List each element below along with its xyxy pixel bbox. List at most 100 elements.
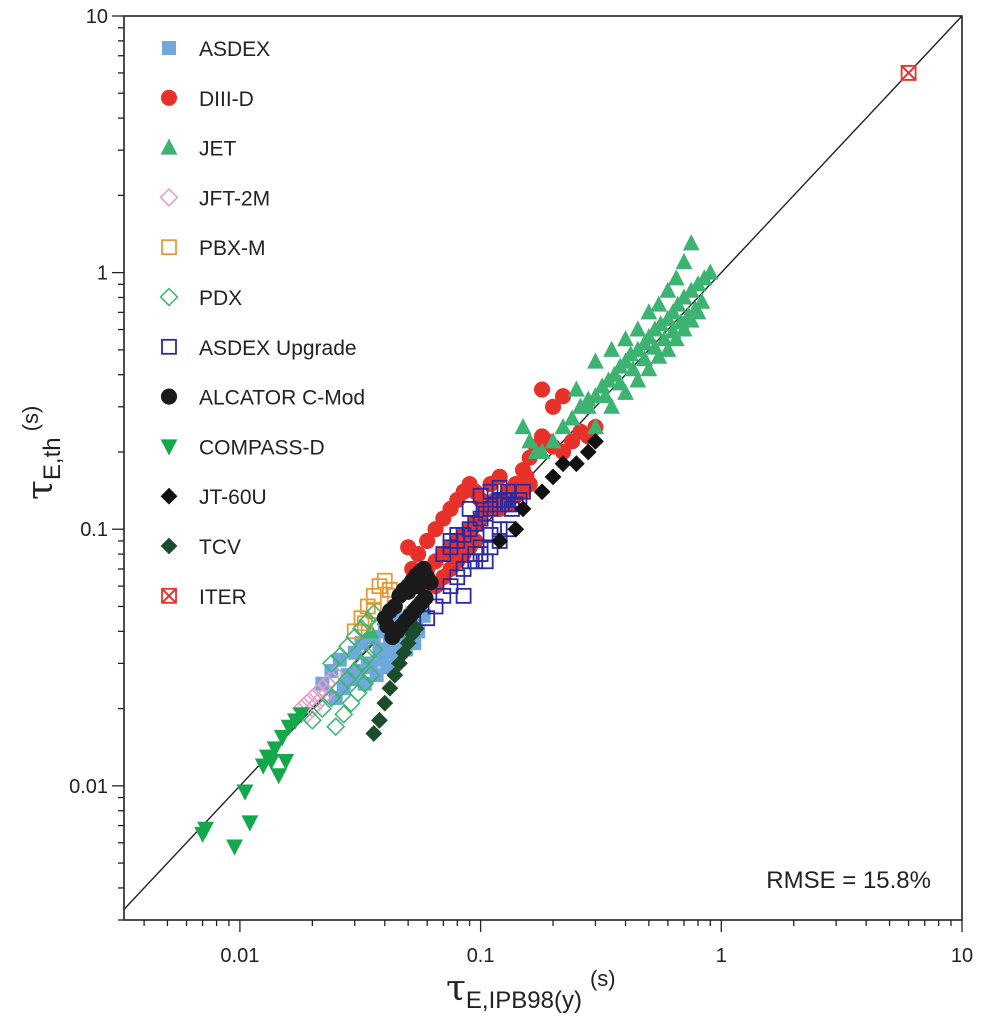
data-point xyxy=(675,252,693,269)
legend-marker xyxy=(159,187,179,207)
data-point xyxy=(514,500,532,518)
y-tick-label: 10 xyxy=(86,6,108,28)
x-tick-label: 1 xyxy=(716,945,727,967)
data-point xyxy=(491,479,508,496)
data-point xyxy=(544,432,562,449)
data-point xyxy=(226,839,243,856)
data-point xyxy=(487,496,504,513)
legend-marker xyxy=(159,287,179,307)
data-point xyxy=(659,281,677,298)
data-point xyxy=(361,665,381,685)
data-point xyxy=(312,688,332,708)
legend-marker xyxy=(160,537,178,555)
data-point xyxy=(236,784,254,801)
legend-marker xyxy=(160,439,178,456)
data-point xyxy=(507,520,525,538)
data-point xyxy=(563,409,581,426)
data-point xyxy=(302,699,322,719)
data-point xyxy=(567,455,585,473)
legend-label: DIII-D xyxy=(199,88,254,111)
x-axis-unit: (s) xyxy=(590,966,616,991)
data-point xyxy=(321,688,341,708)
legend-item: JET xyxy=(160,138,237,161)
data-point xyxy=(682,234,700,251)
data-point xyxy=(455,587,472,604)
legend-marker xyxy=(160,89,178,106)
data-point xyxy=(515,483,531,500)
legend-item: DIII-D xyxy=(160,88,254,111)
y-axis-unit: (s) xyxy=(18,406,43,432)
y-tick-label: 0.01 xyxy=(69,776,108,798)
data-point xyxy=(652,314,670,332)
data-point xyxy=(358,646,378,666)
series-alcator-c-mod xyxy=(376,560,439,646)
data-point xyxy=(624,360,642,377)
legend-marker xyxy=(160,487,178,505)
data-point xyxy=(292,707,310,724)
data-point xyxy=(419,532,436,550)
legend-item: ASDEX Upgrade xyxy=(161,337,357,360)
legend-label: PBX-M xyxy=(199,237,266,260)
data-point xyxy=(533,483,551,501)
data-point xyxy=(355,674,375,694)
data-point xyxy=(338,669,357,689)
data-points xyxy=(194,65,917,856)
data-point xyxy=(567,380,585,397)
x-tick-label: 0.01 xyxy=(220,945,259,967)
data-point xyxy=(358,611,378,631)
data-point xyxy=(617,330,634,347)
legend-item: JFT-2M xyxy=(159,187,270,210)
data-point xyxy=(482,500,499,517)
data-point xyxy=(587,352,604,369)
data-point xyxy=(354,636,369,651)
legend: ASDEX DIII-D JET JFT-2M PBX-M PDX ASDEX Upgrad… xyxy=(159,38,365,609)
axis-ticks xyxy=(112,15,963,932)
data-point xyxy=(332,652,347,667)
data-point xyxy=(900,65,917,81)
data-point xyxy=(461,500,478,517)
plot-frame xyxy=(123,15,963,921)
data-point xyxy=(496,492,512,508)
y-axis-subscript: E,th xyxy=(39,437,66,480)
legend-item: ALCATOR C-Mod xyxy=(160,387,365,410)
data-point xyxy=(579,397,597,414)
data-point xyxy=(682,311,700,328)
data-point xyxy=(527,442,545,459)
data-point xyxy=(262,753,280,771)
data-point xyxy=(241,815,259,832)
data-point xyxy=(273,729,291,747)
x-axis-label: τE,IPB98(y) (s) xyxy=(446,966,616,1014)
data-point xyxy=(365,725,383,742)
legend-label: TCV xyxy=(199,536,241,559)
data-point xyxy=(477,505,494,522)
data-point xyxy=(345,661,365,681)
svg-text:τE,IPB98(y)(s): τE,IPB98(y) (s) xyxy=(446,966,616,1014)
data-point xyxy=(357,676,372,691)
data-point xyxy=(376,572,393,589)
legend-item: TCV xyxy=(160,536,241,559)
data-point xyxy=(554,418,572,435)
data-point xyxy=(341,693,361,713)
y-tick-label: 0.1 xyxy=(80,519,108,541)
data-point xyxy=(544,468,562,486)
data-point xyxy=(422,574,439,591)
data-point xyxy=(587,432,604,450)
rmse-annotation: RMSE = 15.8% xyxy=(766,867,931,894)
legend-item: JT-60U xyxy=(160,486,267,509)
data-point xyxy=(346,623,363,640)
legend-marker xyxy=(160,388,178,405)
data-point xyxy=(266,741,284,758)
data-point xyxy=(629,320,647,337)
y-tick-label: 1 xyxy=(97,263,108,285)
x-tick-label: 10 xyxy=(951,945,973,967)
legend-label: JFT-2M xyxy=(199,187,270,210)
data-point xyxy=(629,371,647,388)
data-point xyxy=(472,539,489,556)
legend-item: PBX-M xyxy=(161,237,266,260)
data-point xyxy=(667,269,685,286)
data-point xyxy=(461,521,478,538)
data-point xyxy=(321,653,341,673)
data-point xyxy=(640,360,658,377)
data-point xyxy=(689,303,707,320)
